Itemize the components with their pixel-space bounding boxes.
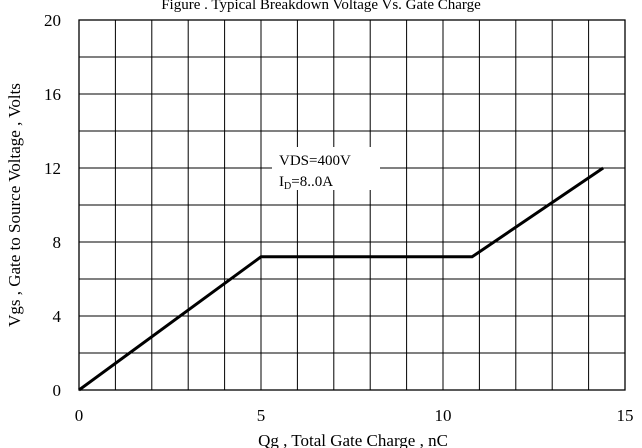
x-tick-label: 0 [75,406,84,425]
x-axis-label: Qg , Total Gate Charge , nC [258,431,448,448]
x-tick-label: 5 [257,406,266,425]
y-tick-label: 12 [44,159,61,178]
annotation-box: VDS=400V ID=8..0A [272,147,380,192]
chart-title: Figure . Typical Breakdown Voltage Vs. G… [161,0,481,13]
y-tick-label: 0 [53,381,62,400]
plot-frame [78,19,626,391]
y-tick-label: 4 [53,307,62,326]
x-tick-label: 15 [617,406,634,425]
grid-lines [79,20,625,390]
series-line [78,166,605,392]
y-axis-label: Vgs , Gate to Source Voltage , Volts [5,83,24,327]
y-tick-label: 8 [53,233,62,252]
y-tick-label: 20 [44,11,61,30]
annotation-id-rest: =8..0A [291,174,333,190]
annotation-id: ID=8..0A [279,174,333,192]
annotation-vds: VDS=400V [279,153,351,169]
tick-labels: 0 5 10 15 0 4 8 12 16 20 [44,11,634,425]
annotation-id-sub: D [284,181,291,192]
y-tick-label: 16 [44,85,61,104]
series-layer [78,166,605,392]
x-tick-label: 10 [435,406,452,425]
annotation-id-main: I [279,174,284,190]
